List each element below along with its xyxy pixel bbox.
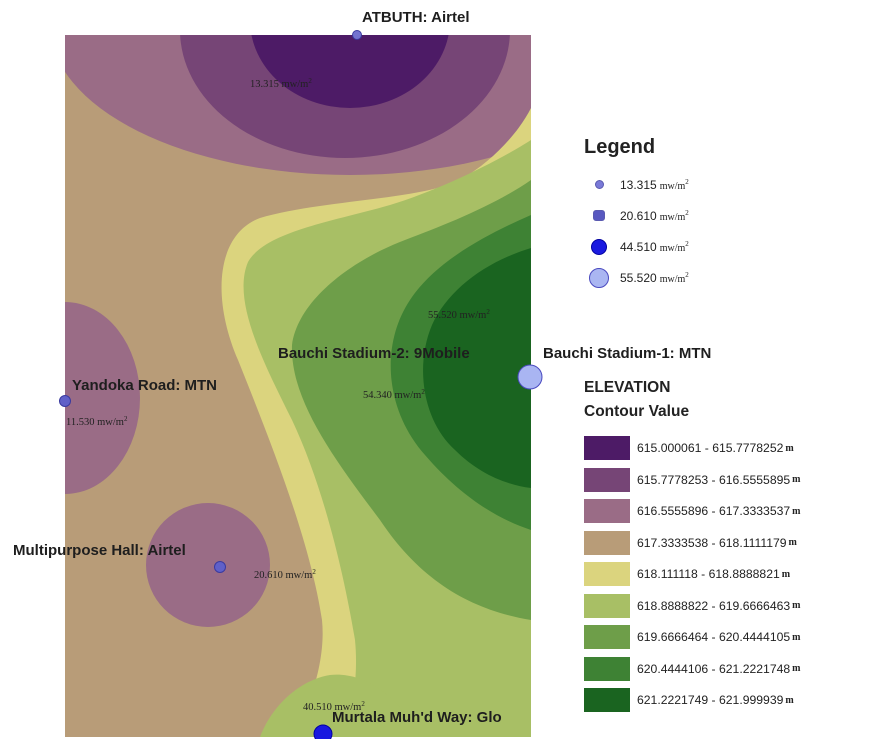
elevation-unit-label: m	[792, 600, 801, 611]
contour-band-multipurpose	[146, 503, 270, 627]
elevation-unit-label: m	[781, 568, 791, 580]
elevation-range-label: 618.111118 - 618.8888821	[637, 567, 780, 581]
elevation-swatch	[584, 530, 630, 555]
site-value-stadium-1: 54.340 mw/m2	[363, 388, 425, 401]
elevation-class-row: 619.6666464 - 620.4444105 m	[584, 625, 801, 649]
elevation-range-label: 618.8888822 - 619.6666463	[637, 598, 791, 613]
elevation-class-row: 618.111118 - 618.8888821 m	[584, 562, 790, 586]
elevation-class-row: 615.000061 - 615.7778252 m	[584, 436, 794, 460]
contour-band-621-622	[423, 248, 531, 488]
elevation-swatch	[584, 688, 630, 712]
elevation-class-row: 618.8888822 - 619.6666463 m	[584, 593, 801, 618]
elevation-legend: ELEVATION Contour Value 615.000061 - 615…	[584, 376, 801, 712]
elevation-swatch	[584, 467, 630, 492]
contour-band-615	[251, 35, 449, 108]
elevation-class-row: 621.2221749 - 621.999939 m	[584, 688, 794, 712]
elevation-class-row: 617.3333538 - 618.1111179 m	[584, 530, 797, 555]
elevation-unit-label: m	[792, 663, 801, 674]
site-label-multipurpose: Multipurpose Hall: Airtel	[13, 542, 186, 559]
site-marker-yandoka	[59, 395, 71, 407]
elevation-swatch	[584, 499, 630, 523]
elevation-class-row: 615.7778253 - 616.5555895 m	[584, 467, 801, 492]
elevation-swatch	[584, 593, 630, 618]
site-value-atbuth: 13.315 mw/m2	[250, 77, 312, 90]
site-label-atbuth: ATBUTH: Airtel	[362, 9, 470, 26]
elevation-unit-label: m	[792, 631, 801, 643]
elevation-swatch	[584, 625, 630, 649]
legend-item: 44.510 mw/m2	[584, 231, 689, 262]
elevation-range-label: 620.4444106 - 621.2221748	[637, 661, 791, 676]
elevation-class-row: 616.5555896 - 617.3333537 m	[584, 499, 801, 523]
elevation-range-label: 621.2221749 - 621.999939	[637, 693, 784, 707]
site-value-yandoka: 11.530 mw/m2	[66, 415, 128, 428]
legend-item-label: 20.610 mw/m2	[620, 208, 689, 223]
elevation-range-label: 615.7778253 - 616.5555895	[637, 472, 791, 487]
elevation-range-label: 616.5555896 - 617.3333537	[637, 504, 791, 518]
site-value-stadium-2: 55.520 mw/m2	[428, 308, 490, 321]
elevation-swatch	[584, 656, 630, 681]
legend-item: 13.315 mw/m2	[584, 169, 689, 200]
elevation-swatch	[584, 436, 630, 460]
legend-item: 55.520 mw/m2	[584, 262, 689, 293]
legend-marker-small-icon	[584, 180, 614, 189]
elevation-unit-label: m	[785, 694, 794, 706]
elevation-unit-label: m	[792, 505, 801, 517]
elevation-range-label: 617.3333538 - 618.1111179	[637, 535, 787, 550]
contour-band-bottom	[260, 674, 420, 737]
legend-marker-large-icon	[584, 238, 614, 255]
site-label-yandoka: Yandoka Road: MTN	[72, 377, 217, 394]
legend-item-label: 55.520 mw/m2	[620, 270, 689, 285]
elevation-unit-label: m	[785, 442, 794, 454]
contour-band-yandoka	[65, 302, 140, 494]
elevation-unit-label: m	[788, 537, 797, 548]
site-marker-murtala	[313, 724, 333, 739]
elevation-subtitle: Contour Value	[584, 403, 690, 420]
elevation-class-row: 620.4444106 - 621.2221748 m	[584, 656, 801, 681]
site-label-stadium-2: Bauchi Stadium-2: 9Mobile	[278, 345, 470, 362]
legend-item: 20.610 mw/m2	[584, 200, 689, 231]
elevation-title: ELEVATION	[584, 379, 671, 396]
site-marker-stadium-1	[517, 364, 543, 390]
site-label-murtala: Murtala Muh'd Way: Glo	[332, 709, 502, 726]
site-marker-atbuth	[352, 30, 362, 40]
site-marker-multipurpose	[214, 561, 226, 573]
elevation-range-label: 615.000061 - 615.7778252	[637, 441, 784, 455]
legend-marker-xlarge-icon	[584, 267, 614, 288]
site-value-multipurpose: 20.610 mw/m2	[254, 568, 316, 581]
elevation-unit-label: m	[792, 474, 801, 485]
legend-marker-medium-icon	[584, 210, 614, 221]
site-value-murtala: 40.510 mw/m2	[303, 700, 365, 713]
elevation-swatch	[584, 562, 630, 586]
legend-item-label: 44.510 mw/m2	[620, 239, 689, 254]
signal-legend: Legend 13.315 mw/m2 20.610 mw/m2 44.510 mw/…	[584, 136, 689, 293]
site-label-stadium-1: Bauchi Stadium-1: MTN	[543, 345, 711, 362]
legend-title: Legend	[584, 136, 656, 158]
legend-item-label: 13.315 mw/m2	[620, 177, 689, 192]
elevation-range-label: 619.6666464 - 620.4444105	[637, 630, 791, 644]
